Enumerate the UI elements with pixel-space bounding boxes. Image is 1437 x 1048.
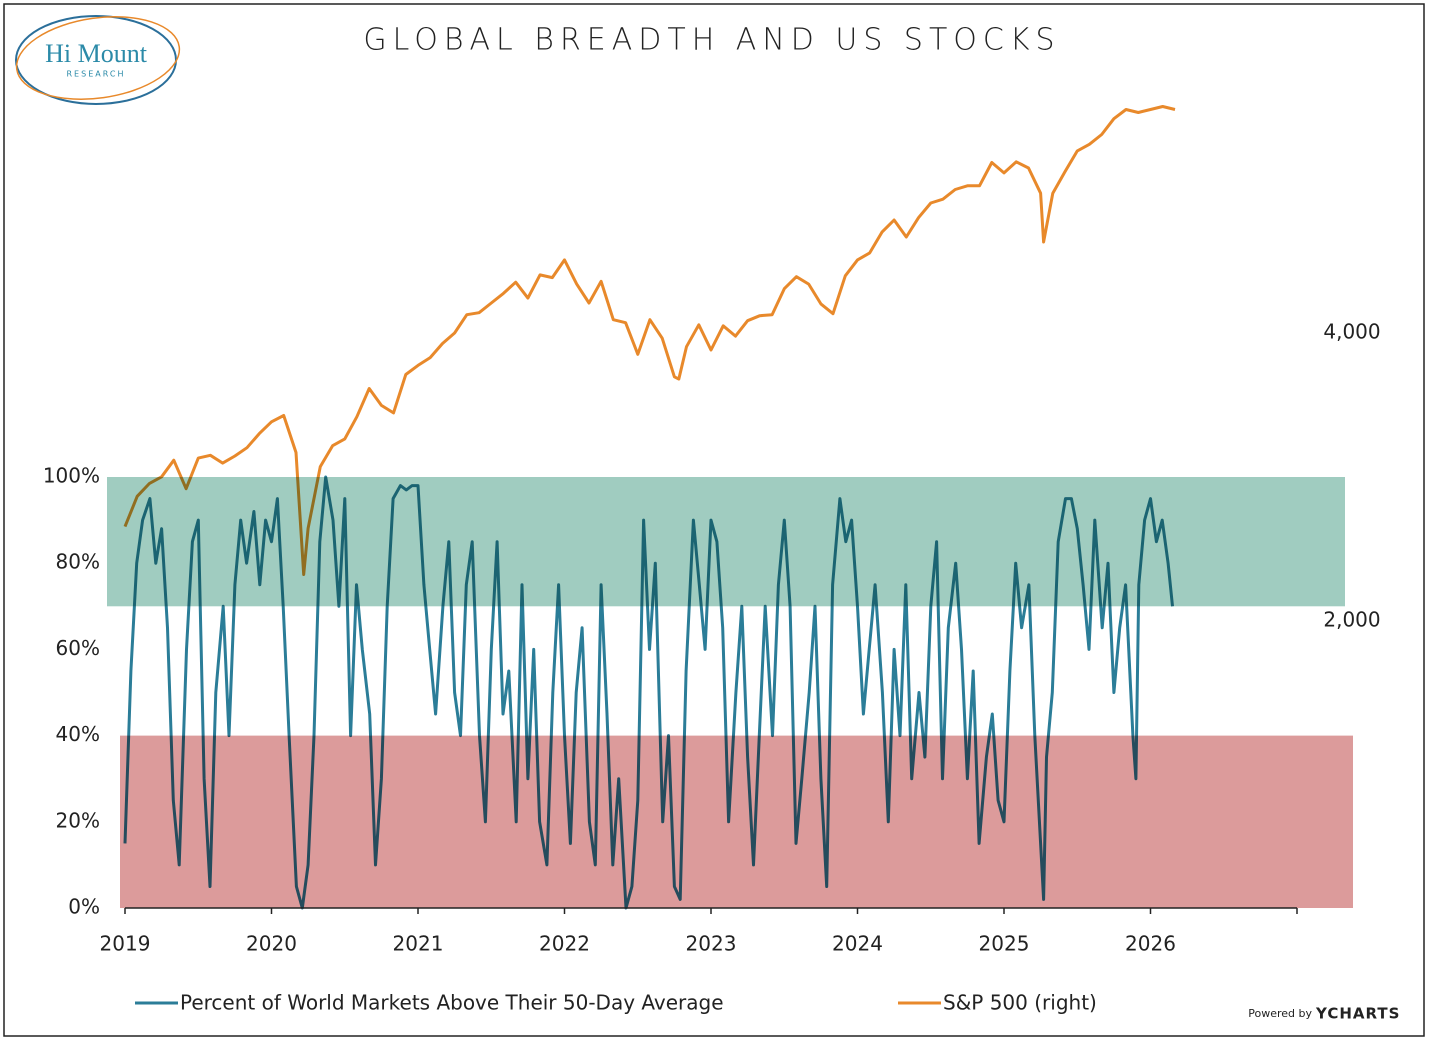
y-tick-label: 100% bbox=[43, 464, 100, 488]
y-tick-label: 0% bbox=[68, 895, 100, 919]
x-tick-label: 2019 bbox=[100, 932, 151, 956]
band bbox=[120, 735, 1353, 908]
logo-name: Hi Mount bbox=[45, 39, 148, 68]
legend-label: S&P 500 (right) bbox=[943, 991, 1097, 1015]
y2-tick-label: 4,000 bbox=[1323, 320, 1380, 344]
x-tick-label: 2023 bbox=[686, 932, 737, 956]
legend-label: Percent of World Markets Above Their 50-… bbox=[180, 991, 724, 1015]
y-tick-label: 40% bbox=[56, 722, 100, 746]
logo-ring bbox=[15, 16, 181, 100]
credit-brand: YCHARTS bbox=[1315, 1005, 1400, 1023]
y-tick-label: 80% bbox=[56, 550, 100, 574]
logo-sub: RESEARCH bbox=[67, 70, 126, 79]
x-tick-label: 2026 bbox=[1125, 932, 1176, 956]
x-tick-label: 2025 bbox=[979, 932, 1030, 956]
y-tick-label: 20% bbox=[56, 808, 100, 832]
band bbox=[107, 477, 1345, 607]
chart-title: GLOBAL BREADTH AND US STOCKS bbox=[363, 23, 1060, 58]
logo-ring bbox=[15, 15, 177, 105]
x-tick-label: 2021 bbox=[393, 932, 444, 956]
y2-tick-label: 2,000 bbox=[1323, 608, 1380, 632]
x-tick-label: 2024 bbox=[832, 932, 883, 956]
x-tick-label: 2020 bbox=[246, 932, 297, 956]
x-tick-label: 2022 bbox=[539, 932, 590, 956]
credit-prefix: Powered by bbox=[1248, 1007, 1312, 1020]
y-tick-label: 60% bbox=[56, 636, 100, 660]
